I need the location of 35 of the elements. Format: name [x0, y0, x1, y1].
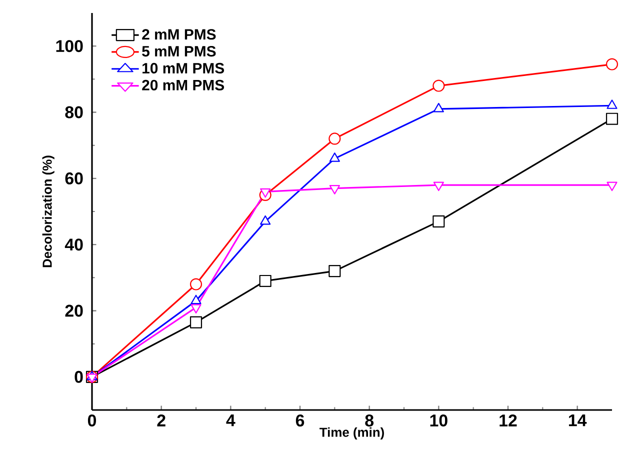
y-tick-label: 80 — [65, 106, 83, 118]
point — [432, 80, 445, 92]
point — [190, 316, 202, 328]
y-tick-label: 0 — [74, 370, 83, 383]
point — [190, 294, 202, 304]
point — [606, 112, 618, 125]
legend-label: 2 mM PMS — [142, 29, 216, 40]
y-tick-label: 100 — [56, 40, 83, 52]
y-axis-title: Decolorization (%) — [42, 156, 54, 268]
x-tick-label: 12 — [500, 414, 517, 426]
legend-label: 5 mM PMS — [142, 46, 216, 57]
x-tick-label: 8 — [365, 414, 374, 427]
point — [433, 102, 444, 112]
legend-label: 10 mM PMS — [142, 62, 224, 74]
point — [190, 278, 202, 290]
point — [328, 132, 341, 145]
point — [329, 152, 340, 162]
x-tick-label: 14 — [568, 414, 587, 426]
x-tick-label: 6 — [296, 414, 304, 427]
x-tick-label: 2 — [157, 414, 166, 426]
point — [259, 274, 272, 288]
point — [260, 215, 271, 225]
legend-label: 20 mM PMS — [142, 80, 224, 90]
y-tick-label: 60 — [65, 172, 83, 184]
point — [190, 304, 202, 314]
x-tick-label: 10 — [430, 414, 448, 427]
point — [328, 265, 341, 278]
x-axis-title: Time (min) — [320, 427, 384, 440]
point — [606, 58, 618, 70]
y-tick-label: 20 — [65, 304, 83, 317]
point — [606, 100, 618, 109]
x-tick-label: 4 — [226, 414, 236, 426]
x-tick-label: 0 — [88, 414, 96, 427]
y-tick-label: 40 — [64, 238, 83, 251]
point — [432, 215, 445, 228]
